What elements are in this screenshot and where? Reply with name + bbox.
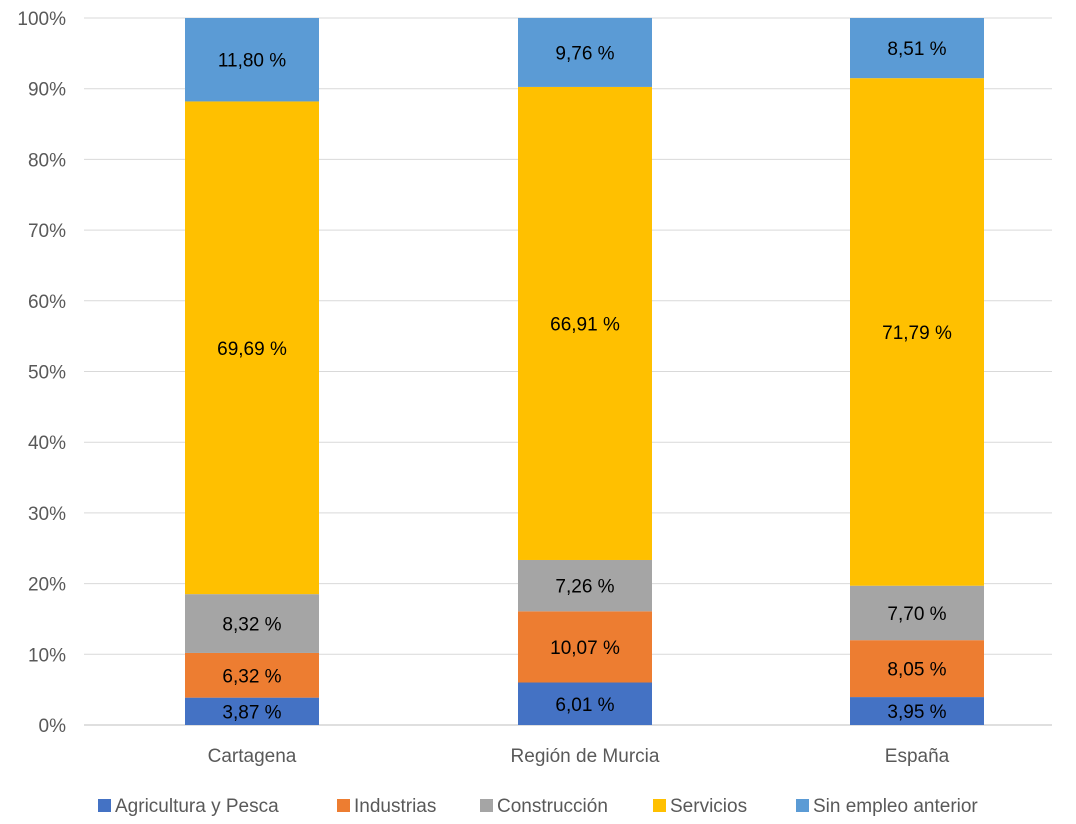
legend-label: Sin empleo anterior [813,796,978,817]
y-tick-label: 20% [28,575,66,596]
data-label: 9,76 % [555,43,614,64]
data-label: 69,69 % [217,339,287,360]
data-label: 6,32 % [222,666,281,687]
bar-segment [518,17,652,87]
bar-segment [850,640,984,698]
y-tick-label: 80% [28,150,66,171]
bar-segment [850,697,984,725]
data-label: 10,07 % [550,638,620,659]
y-tick-label: 60% [28,292,66,313]
data-label: 8,05 % [887,660,946,681]
bar-segment [185,18,319,102]
data-label: 6,01 % [555,695,614,716]
bar-segment [850,18,984,79]
legend-swatch [337,799,350,812]
legend-label: Construcción [497,796,608,817]
x-category-label: Cartagena [208,746,297,767]
bar-segment [518,611,652,683]
bar-segment [185,101,319,595]
data-label: 7,70 % [887,604,946,625]
bar-segment [518,682,652,725]
legend-label: Servicios [670,796,747,817]
data-label: 71,79 % [882,323,952,344]
x-category-label: Región de Murcia [511,746,660,767]
y-tick-label: 90% [28,80,66,101]
bar-segment [850,585,984,641]
data-label: 8,32 % [222,615,281,636]
legend-swatch [98,799,111,812]
x-category-label: España [885,746,950,767]
data-label: 11,80 % [218,51,286,72]
legend-swatch [653,799,666,812]
legend-swatch [796,799,809,812]
bar-segment [185,594,319,653]
bar-segment [518,559,652,612]
data-label: 8,51 % [887,39,946,60]
legend-label: Agricultura y Pesca [115,796,279,817]
bar-segment [850,78,984,586]
y-tick-label: 10% [28,645,66,666]
data-label: 7,26 % [555,577,614,598]
data-label: 3,87 % [222,702,281,723]
y-tick-label: 50% [28,363,66,384]
bar-segment [518,86,652,560]
data-label: 66,91 % [550,314,620,335]
legend-swatch [480,799,493,812]
y-tick-label: 70% [28,221,66,242]
y-tick-label: 0% [39,716,67,737]
y-tick-label: 40% [28,433,66,454]
y-tick-label: 30% [28,504,66,525]
data-label: 3,95 % [887,702,946,723]
bar-segment [185,697,319,725]
y-tick-label: 100% [17,9,66,30]
legend-label: Industrias [354,796,436,817]
bar-segment [185,652,319,698]
